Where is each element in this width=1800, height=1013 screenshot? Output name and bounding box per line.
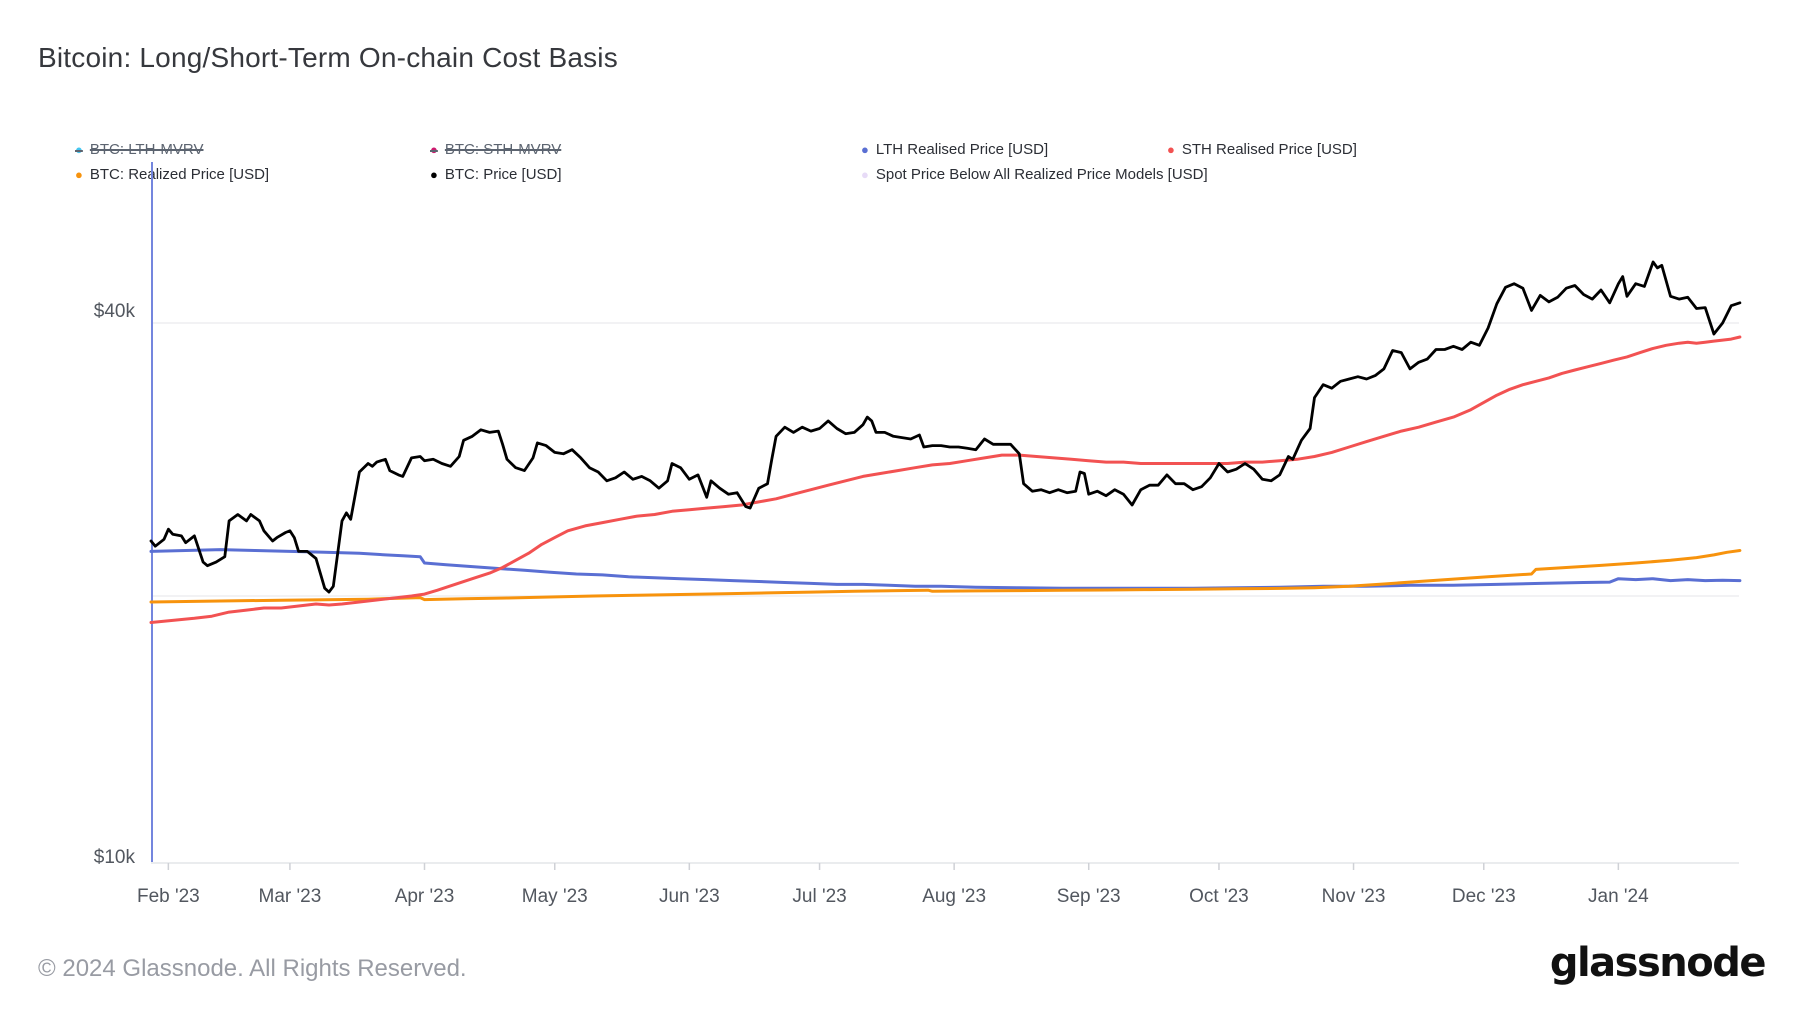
legend-label: STH Realised Price [USD]: [1181, 141, 1357, 158]
x-axis-label: Jan '24: [1588, 886, 1649, 907]
legend-dot-icon: ●: [1167, 142, 1175, 157]
chart-legend: ● BTC: LTH-MVRV ● BTC: STH-MVRV ● LTH Reali…: [75, 137, 1357, 187]
legend-item-sth-realised-price[interactable]: ● STH Realised Price [USD]: [1167, 137, 1357, 162]
series-lth-realised-price-usd-: [149, 548, 1742, 590]
legend-label: BTC: LTH-MVRV: [89, 141, 204, 158]
series-btc-realized-price-usd-: [149, 549, 1742, 604]
legend-dot-icon: ●: [75, 167, 83, 182]
legend-dot-icon: ●: [75, 142, 83, 157]
legend-dot-icon: ●: [861, 167, 869, 182]
x-axis-label: Feb '23: [136, 886, 200, 907]
x-axis-label: Mar '23: [258, 886, 322, 907]
legend-item-btc-realized-price[interactable]: ● BTC: Realized Price [USD]: [75, 162, 430, 187]
legend-item-spot-below-models[interactable]: ● Spot Price Below All Realized Price Mod…: [861, 162, 1208, 187]
legend-item-btc-sth-mvrv[interactable]: ● BTC: STH-MVRV: [430, 137, 861, 162]
x-axis-label: Jun '23: [658, 886, 720, 907]
x-axis-label: May '23: [521, 886, 588, 907]
copyright-text: © 2024 Glassnode. All Rights Reserved.: [38, 955, 467, 982]
x-axis-label: Jul '23: [792, 886, 847, 907]
legend-label: LTH Realised Price [USD]: [875, 141, 1049, 158]
legend-item-btc-lth-mvrv[interactable]: ● BTC: LTH-MVRV: [75, 137, 430, 162]
x-axis-label: Sep '23: [1056, 886, 1121, 907]
x-axis-label: Nov '23: [1321, 886, 1386, 907]
legend-label: BTC: Price [USD]: [444, 166, 562, 183]
y-axis-label: $10k: [93, 847, 135, 869]
x-axis-label: Aug '23: [922, 886, 987, 907]
legend-label: Spot Price Below All Realized Price Mode…: [875, 166, 1208, 183]
legend-dot-icon: ●: [430, 142, 438, 157]
legend-label: BTC: Realized Price [USD]: [89, 166, 270, 183]
x-axis-label: Dec '23: [1451, 886, 1516, 907]
page-title: Bitcoin: Long/Short-Term On-chain Cost B…: [38, 42, 618, 73]
legend-dot-icon: ●: [861, 142, 869, 157]
legend-label: BTC: STH-MVRV: [444, 141, 562, 158]
legend-item-lth-realised-price[interactable]: ● LTH Realised Price [USD]: [861, 137, 1167, 162]
glassnode-logo: glassnode: [1549, 940, 1767, 986]
legend-dot-icon: ●: [430, 167, 438, 182]
y-axis-label: $40k: [93, 301, 135, 322]
x-axis-label: Apr '23: [394, 886, 455, 907]
series-btc-price-usd-: [149, 260, 1742, 594]
legend-item-btc-price[interactable]: ● BTC: Price [USD]: [430, 162, 861, 187]
series-sth-realised-price-usd-: [149, 335, 1742, 624]
x-axis-label: Oct '23: [1189, 886, 1249, 907]
